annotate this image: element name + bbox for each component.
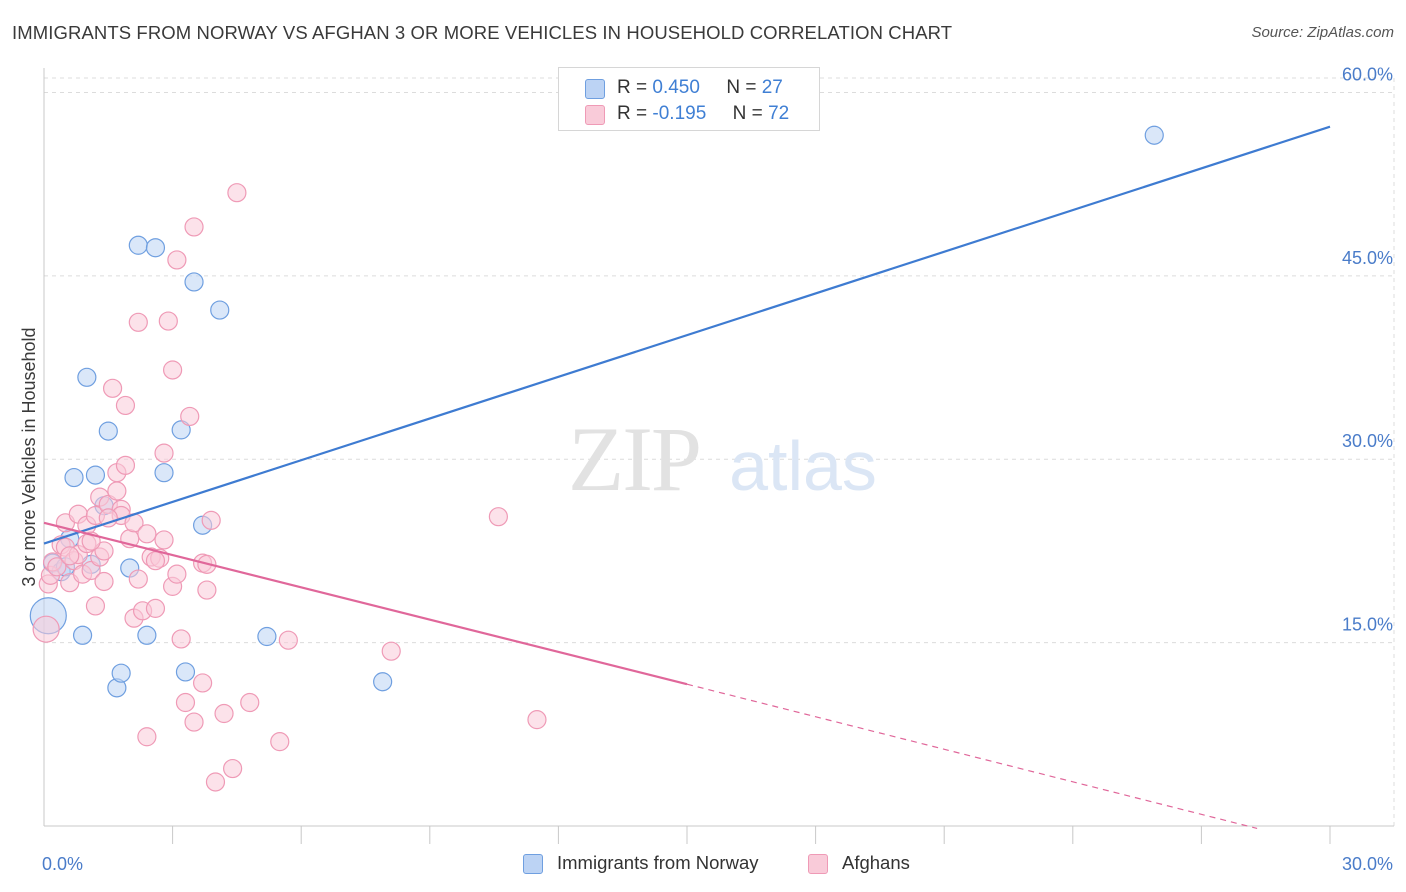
point-norway-24	[257, 626, 277, 647]
point-afghans-46	[167, 564, 187, 584]
watermark-zip: ZIP	[568, 408, 700, 510]
point-afghans-68	[60, 546, 80, 566]
series-label-norway: Immigrants from Norway	[557, 852, 759, 873]
legend-n-afghans: 72	[768, 103, 790, 124]
point-afghans-23	[102, 378, 123, 398]
point-norway-19	[171, 420, 191, 440]
trend-line-afghans	[43, 521, 688, 686]
x-tick-label-0: 0.0%	[42, 854, 83, 874]
point-afghans-17	[85, 596, 106, 616]
point-norway-13	[111, 663, 131, 683]
point-afghans-66	[488, 507, 508, 527]
point-norway-9	[85, 465, 106, 485]
point-norway-26	[1144, 125, 1164, 145]
point-norway-21	[184, 272, 204, 292]
axes	[43, 68, 1394, 844]
point-norway-23	[210, 300, 230, 320]
point-afghans-63	[270, 732, 290, 752]
point-afghans-0	[32, 615, 60, 643]
point-afghans-54	[193, 673, 213, 693]
trend-line-norway	[43, 125, 1331, 545]
point-afghans-58	[205, 772, 226, 792]
point-afghans-29	[115, 395, 136, 416]
point-afghans-47	[167, 250, 187, 270]
y-tick-label-2: 45.0%	[1342, 248, 1393, 268]
grid-lines	[44, 77, 1395, 826]
y-axis-label: 3 or more Vehicles in Household	[19, 327, 39, 586]
point-afghans-67	[527, 710, 547, 730]
series-legend: Immigrants from Norway Afghans	[0, 852, 1406, 878]
point-norway-15	[128, 235, 148, 255]
point-norway-5	[64, 467, 84, 488]
point-afghans-65	[381, 641, 401, 661]
legend-r-label: R =	[617, 103, 648, 124]
point-afghans-39	[145, 598, 166, 618]
point-norway-18	[154, 463, 174, 483]
point-afghans-24	[107, 481, 127, 501]
point-afghans-64	[278, 630, 298, 650]
point-afghans-20	[94, 541, 114, 561]
point-afghans-21	[94, 571, 114, 592]
point-afghans-57	[201, 510, 221, 530]
y-tick-label-3: 60.0%	[1342, 64, 1393, 84]
data-points	[29, 125, 1164, 792]
point-afghans-61	[227, 183, 247, 203]
tick-labels: 15.0% 30.0% 45.0% 60.0% 0.0% 30.0%	[42, 64, 1393, 874]
point-norway-11	[98, 421, 118, 441]
source-label: Source: ZipAtlas.com	[1251, 24, 1394, 41]
point-norway-16	[137, 625, 157, 645]
point-afghans-41	[154, 530, 174, 550]
legend-n-label: N =	[732, 103, 763, 124]
legend-swatch-afghans	[585, 105, 605, 125]
watermark: ZIP atlas	[568, 408, 877, 510]
stats-legend: R = 0.450 N = 27 R = -0.195 N = 72	[558, 67, 820, 131]
point-norway-7	[77, 367, 97, 387]
point-afghans-50	[180, 406, 200, 427]
point-afghans-42	[154, 443, 174, 463]
point-afghans-33	[128, 312, 148, 332]
legend-n-norway: 27	[761, 77, 783, 98]
chart-title: IMMIGRANTS FROM NORWAY VS AFGHAN 3 OR MO…	[12, 22, 953, 43]
legend-n-label: N =	[726, 77, 757, 98]
legend-r-label: R =	[617, 77, 648, 98]
point-afghans-62	[240, 692, 260, 713]
y-tick-label-1: 30.0%	[1342, 431, 1393, 451]
point-norway-25	[373, 672, 393, 692]
point-afghans-15	[81, 560, 101, 581]
point-afghans-51	[184, 217, 204, 237]
trend-extension-afghans	[686, 683, 1258, 830]
point-norway-17	[145, 238, 166, 258]
legend-r-norway: 0.450	[652, 77, 700, 98]
legend-swatch-norway	[585, 79, 605, 99]
point-norway-6	[72, 625, 93, 645]
y-tick-label-0: 15.0%	[1342, 615, 1393, 635]
series-swatch-norway	[523, 854, 543, 874]
point-afghans-60	[223, 758, 243, 779]
point-afghans-43	[158, 311, 178, 331]
series-label-afghans: Afghans	[842, 852, 910, 873]
point-afghans-44	[163, 360, 183, 380]
point-afghans-34	[128, 569, 148, 589]
point-afghans-28	[115, 455, 136, 475]
point-afghans-70	[145, 551, 166, 571]
point-afghans-48	[171, 629, 191, 649]
point-afghans-52	[184, 712, 204, 732]
x-tick-label-1: 30.0%	[1342, 854, 1393, 874]
watermark-atlas: atlas	[729, 427, 877, 505]
series-swatch-afghans	[808, 854, 828, 874]
trend-lines	[43, 125, 1331, 830]
point-afghans-37	[137, 524, 157, 544]
point-norway-20	[175, 662, 196, 682]
point-afghans-49	[175, 692, 196, 713]
point-afghans-56	[197, 580, 217, 600]
point-afghans-36	[137, 727, 157, 747]
point-afghans-59	[214, 703, 234, 724]
point-afghans-4	[47, 557, 67, 577]
legend-r-afghans: -0.195	[652, 103, 707, 124]
